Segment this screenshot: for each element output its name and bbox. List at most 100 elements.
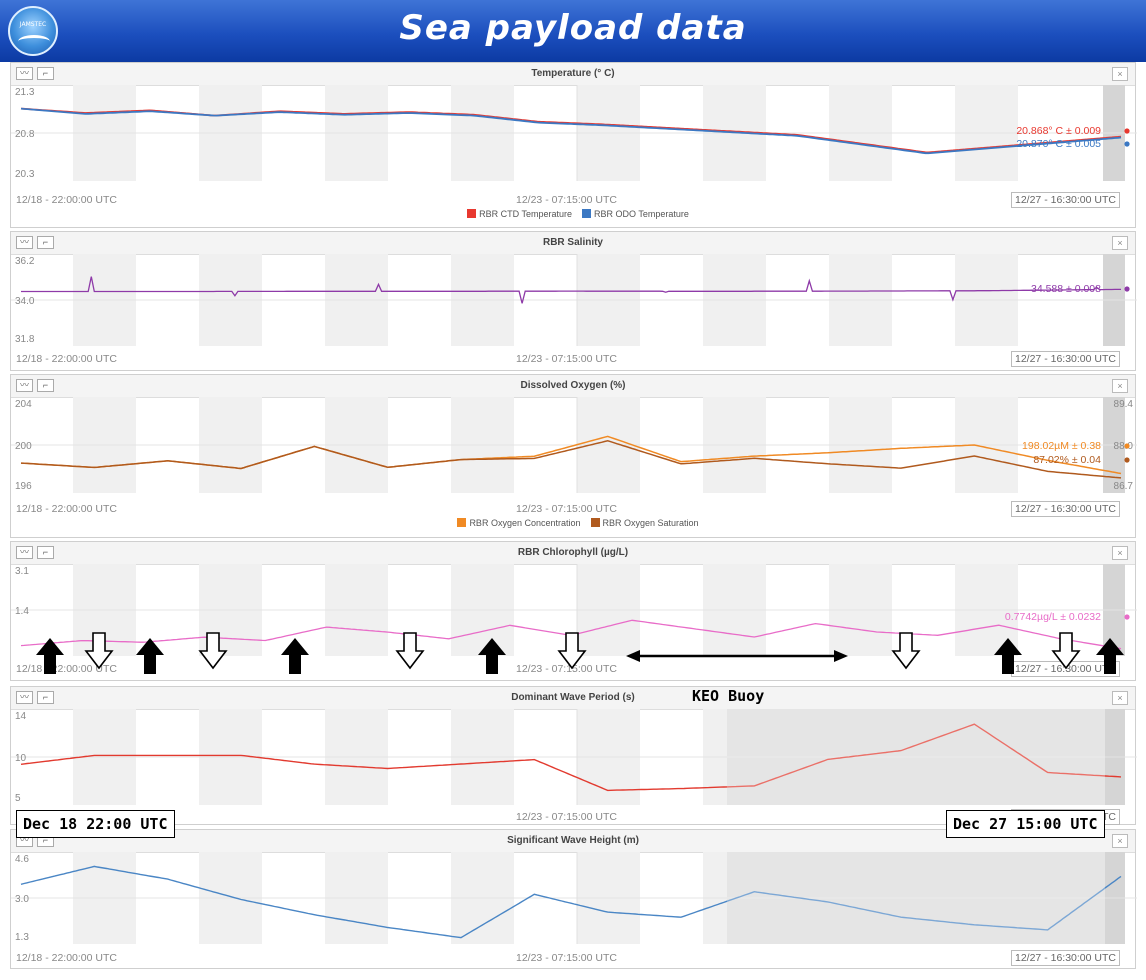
up-arrow-icon — [136, 638, 164, 674]
x-axis-end-selector[interactable]: 12/27 - 16:30:00 UTC — [1011, 192, 1120, 208]
value-readout: 198.02µM ± 0.38 — [1022, 440, 1101, 452]
keo-buoy-label: KEO Buoy — [692, 687, 765, 705]
y-tick-label: 5 — [15, 793, 21, 804]
legend-swatch[interactable] — [590, 518, 600, 527]
down-arrow-icon — [84, 632, 114, 670]
step-chart-icon[interactable]: ⌐ — [37, 236, 54, 249]
line-chart-icon[interactable]: 〰 — [16, 67, 33, 80]
series-line — [20, 440, 1122, 479]
close-icon[interactable]: × — [1112, 691, 1128, 705]
plot-area: 14 10 5 — [11, 709, 1137, 805]
legend-label: RBR Oxygen Concentration — [469, 518, 581, 528]
y-tick-label: 34.0 — [15, 296, 35, 307]
value-readout: 34.588 ± 0.008 — [1031, 283, 1101, 295]
x-axis-end-selector[interactable]: 12/27 - 16:30:00 UTC — [1011, 950, 1120, 966]
start-date-box: Dec 18 22:00 UTC — [16, 810, 175, 838]
line-chart-icon[interactable]: 〰 — [16, 691, 33, 704]
y-tick-label: 3.0 — [15, 894, 29, 905]
current-marker — [1124, 141, 1130, 147]
up-arrow-icon — [478, 638, 506, 674]
right-tick-label: 88.0 — [1114, 441, 1134, 452]
step-chart-icon[interactable]: ⌐ — [37, 691, 54, 704]
up-arrow-icon — [36, 638, 64, 674]
down-arrow-icon — [395, 632, 425, 670]
close-icon[interactable]: × — [1112, 236, 1128, 250]
header-bar: JAMSTEC Sea payload data — [0, 0, 1146, 62]
up-arrow-icon — [281, 638, 309, 674]
value-readout: 20.868° C ± 0.009 — [1016, 125, 1101, 137]
series-line — [21, 276, 1121, 304]
step-chart-icon[interactable]: ⌐ — [37, 67, 54, 80]
close-icon[interactable]: × — [1112, 834, 1128, 848]
y-tick-label: 204 — [15, 399, 32, 410]
series-line — [20, 723, 1122, 792]
range-arrow-right-icon — [834, 650, 848, 662]
series-line — [20, 107, 1122, 155]
x-axis-label: 12/18 - 22:00:00 UTC — [16, 194, 117, 206]
value-readout: 0.7742µg/L ± 0.0232 — [1005, 611, 1101, 623]
panel-title: Significant Wave Height (m) — [507, 835, 639, 846]
current-marker — [1124, 457, 1130, 463]
legend-label: RBR ODO Temperature — [594, 209, 689, 219]
panel-header: 〰 ⌐ Dissolved Oxygen (%) × — [11, 375, 1135, 398]
x-axis-end-selector[interactable]: 12/27 - 16:30:00 UTC — [1011, 661, 1120, 677]
legend: RBR CTD Temperature RBR ODO Temperature — [11, 209, 1135, 219]
page-title: Sea payload data — [399, 8, 747, 48]
panel-title: RBR Chlorophyll (µg/L) — [517, 547, 629, 558]
panel-header: 〰 ⌐ Temperature (° C) × — [11, 63, 1135, 86]
chart-panel: 〰 ⌐ Temperature (° C) × 21.3 20.8 20.3 20.868° … — [10, 62, 1137, 228]
x-axis-label: 12/18 - 22:00:00 UTC — [16, 952, 117, 964]
chart-panel: 〰 ⌐ RBR Salinity × 36.2 34.0 31.8 34.588 ± 0.00… — [10, 231, 1137, 371]
logo-wave-icon — [18, 35, 50, 48]
legend-swatch[interactable] — [457, 518, 467, 527]
x-axis-label: 12/18 - 22:00:00 UTC — [16, 503, 117, 515]
current-marker — [1124, 443, 1130, 449]
panel-header: 〰 ⌐ RBR Salinity × — [11, 232, 1135, 255]
close-icon[interactable]: × — [1112, 67, 1128, 81]
y-tick-label: 21.3 — [15, 87, 35, 98]
x-axis-label: 12/18 - 22:00:00 UTC — [16, 353, 117, 365]
current-marker — [1124, 286, 1130, 292]
up-arrow-icon — [1096, 638, 1124, 674]
y-tick-label: 1.3 — [15, 932, 29, 943]
end-date-box: Dec 27 15:00 UTC — [946, 810, 1105, 838]
logo-text: JAMSTEC — [19, 21, 47, 28]
legend: RBR Oxygen Concentration RBR Oxygen Satur… — [11, 518, 1135, 528]
y-tick-label: 36.2 — [15, 256, 35, 267]
down-arrow-icon — [891, 632, 921, 670]
current-marker — [1124, 614, 1130, 620]
right-tick-label: 89.4 — [1114, 399, 1134, 410]
down-arrow-icon — [1051, 632, 1081, 670]
panel-header: 〰 ⌐ RBR Chlorophyll (µg/L) × — [11, 542, 1135, 565]
x-axis-label: 12/23 - 07:15:00 UTC — [516, 952, 617, 964]
x-axis-label: 12/18 - 22:00:00 UTC — [16, 663, 117, 675]
panel-title: Dissolved Oxygen (%) — [520, 380, 626, 391]
jamstec-logo: JAMSTEC — [8, 6, 58, 56]
line-chart-icon[interactable]: 〰 — [16, 236, 33, 249]
y-tick-label: 14 — [15, 711, 27, 722]
line-chart-icon[interactable]: 〰 — [16, 546, 33, 559]
y-tick-label: 1.4 — [15, 606, 29, 617]
x-axis-end-selector[interactable]: 12/27 - 16:30:00 UTC — [1011, 501, 1120, 517]
right-tick-label: 86.7 — [1114, 481, 1134, 492]
y-tick-label: 196 — [15, 481, 32, 492]
legend-label: RBR Oxygen Saturation — [602, 518, 699, 528]
close-icon[interactable]: × — [1112, 546, 1128, 560]
x-axis-label: 12/23 - 07:15:00 UTC — [516, 811, 617, 823]
line-chart-icon[interactable]: 〰 — [16, 379, 33, 392]
fade-overlay — [727, 709, 1105, 805]
step-chart-icon[interactable]: ⌐ — [37, 379, 54, 392]
legend-label: RBR CTD Temperature — [479, 209, 572, 219]
step-chart-icon[interactable]: ⌐ — [37, 546, 54, 559]
x-axis-end-selector[interactable]: 12/27 - 16:30:00 UTC — [1011, 351, 1120, 367]
y-tick-label: 31.8 — [15, 334, 35, 345]
y-tick-label: 4.6 — [15, 854, 29, 865]
legend-swatch[interactable] — [467, 209, 477, 218]
plot-area: 204 200 196 89.4 88.0 86.7 198.02µM ± 0.38 87.0… — [11, 397, 1137, 493]
legend-swatch[interactable] — [582, 209, 591, 218]
down-arrow-icon — [557, 632, 587, 670]
plot-area: 36.2 34.0 31.8 34.588 ± 0.008 — [11, 254, 1137, 346]
up-arrow-icon — [994, 638, 1022, 674]
close-icon[interactable]: × — [1112, 379, 1128, 393]
